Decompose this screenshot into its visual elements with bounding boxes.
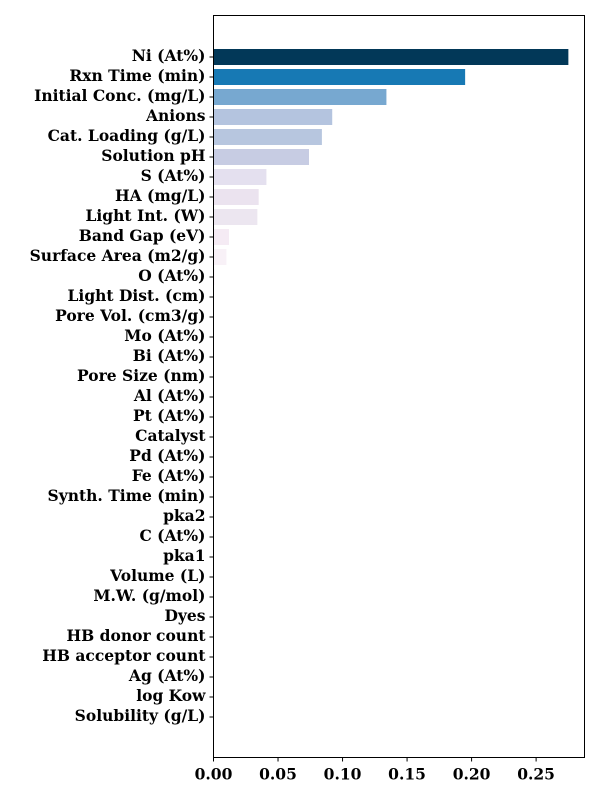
category-label-pore-vol-cm3-g: Pore Vol. (cm3/g) — [55, 306, 205, 325]
category-label-hb-donor-count: HB donor count — [67, 626, 207, 645]
bars-layer — [213, 49, 569, 605]
bar-rxn-time-min — [213, 69, 466, 85]
category-label-light-int-w: Light Int. (W) — [86, 206, 206, 225]
bar-ha-mg-l — [213, 189, 259, 205]
category-label-hb-acceptor-count: HB acceptor count — [42, 646, 206, 665]
bar-cat-loading-g-l — [213, 129, 322, 145]
x-tick-label-3: 0.15 — [388, 765, 426, 784]
category-label-light-dist-cm: Light Dist. (cm) — [68, 286, 206, 305]
category-label-bi-at: Bi (At%) — [133, 346, 206, 365]
category-label-solution-ph: Solution pH — [101, 146, 205, 165]
category-label-anions: Anions — [145, 106, 206, 125]
bar-solution-ph — [213, 149, 309, 165]
category-label-rxn-time-min: Rxn Time (min) — [69, 66, 205, 85]
category-labels-layer: Ni (At%)Rxn Time (min)Initial Conc. (mg/… — [30, 46, 207, 725]
x-tick-label-5: 0.25 — [517, 765, 555, 784]
category-label-volume-l: Volume (L) — [109, 566, 205, 585]
category-label-fe-at: Fe (At%) — [132, 466, 206, 485]
category-label-initial-conc-mg-l: Initial Conc. (mg/L) — [34, 86, 205, 105]
category-label-pt-at: Pt (At%) — [133, 406, 206, 425]
category-label-s-at: S (At%) — [141, 166, 206, 185]
bar-surface-area-m2-g — [213, 249, 227, 265]
bar-light-int-w — [213, 209, 258, 225]
category-label-pka1: pka1 — [163, 546, 205, 565]
category-label-m-w-g-mol: M.W. (g/mol) — [93, 586, 205, 605]
category-label-ni-at: Ni (At%) — [132, 46, 206, 65]
bar-ni-at — [213, 49, 569, 65]
category-label-log-kow: log Kow — [136, 686, 206, 705]
category-label-ha-mg-l: HA (mg/L) — [115, 186, 206, 205]
bar-anions — [213, 109, 333, 125]
category-label-dyes: Dyes — [164, 606, 205, 625]
category-label-catalyst: Catalyst — [135, 426, 206, 445]
category-label-pore-size-nm: Pore Size (nm) — [77, 366, 205, 385]
category-label-surface-area-m2-g: Surface Area (m2/g) — [30, 246, 206, 265]
x-tick-label-0: 0.00 — [195, 765, 233, 784]
bar-band-gap-ev — [213, 229, 229, 245]
category-label-al-at: Al (At%) — [133, 386, 206, 405]
category-label-c-at: C (At%) — [139, 526, 205, 545]
category-label-solubility-g-l: Solubility (g/L) — [75, 706, 206, 725]
bar-s-at — [213, 169, 267, 185]
category-label-band-gap-ev: Band Gap (eV) — [79, 226, 206, 245]
bar-initial-conc-mg-l — [213, 89, 387, 105]
x-tick-label-4: 0.20 — [453, 765, 491, 784]
category-label-pka2: pka2 — [163, 506, 205, 525]
category-label-pd-at: Pd (At%) — [129, 446, 205, 465]
bar-o-at — [213, 269, 215, 285]
x-tick-label-1: 0.05 — [259, 765, 297, 784]
category-label-ag-at: Ag (At%) — [128, 666, 206, 685]
axes-frame — [213, 15, 585, 758]
x-tick-label-2: 0.10 — [324, 765, 362, 784]
category-label-o-at: O (At%) — [138, 266, 205, 285]
category-label-mo-at: Mo (At%) — [124, 326, 205, 345]
category-label-cat-loading-g-l: Cat. Loading (g/L) — [48, 126, 206, 145]
category-label-synth-time-min: Synth. Time (min) — [48, 486, 206, 505]
ticks-layer: 0.00 0.05 0.10 0.15 0.20 0.25 — [195, 56, 555, 784]
